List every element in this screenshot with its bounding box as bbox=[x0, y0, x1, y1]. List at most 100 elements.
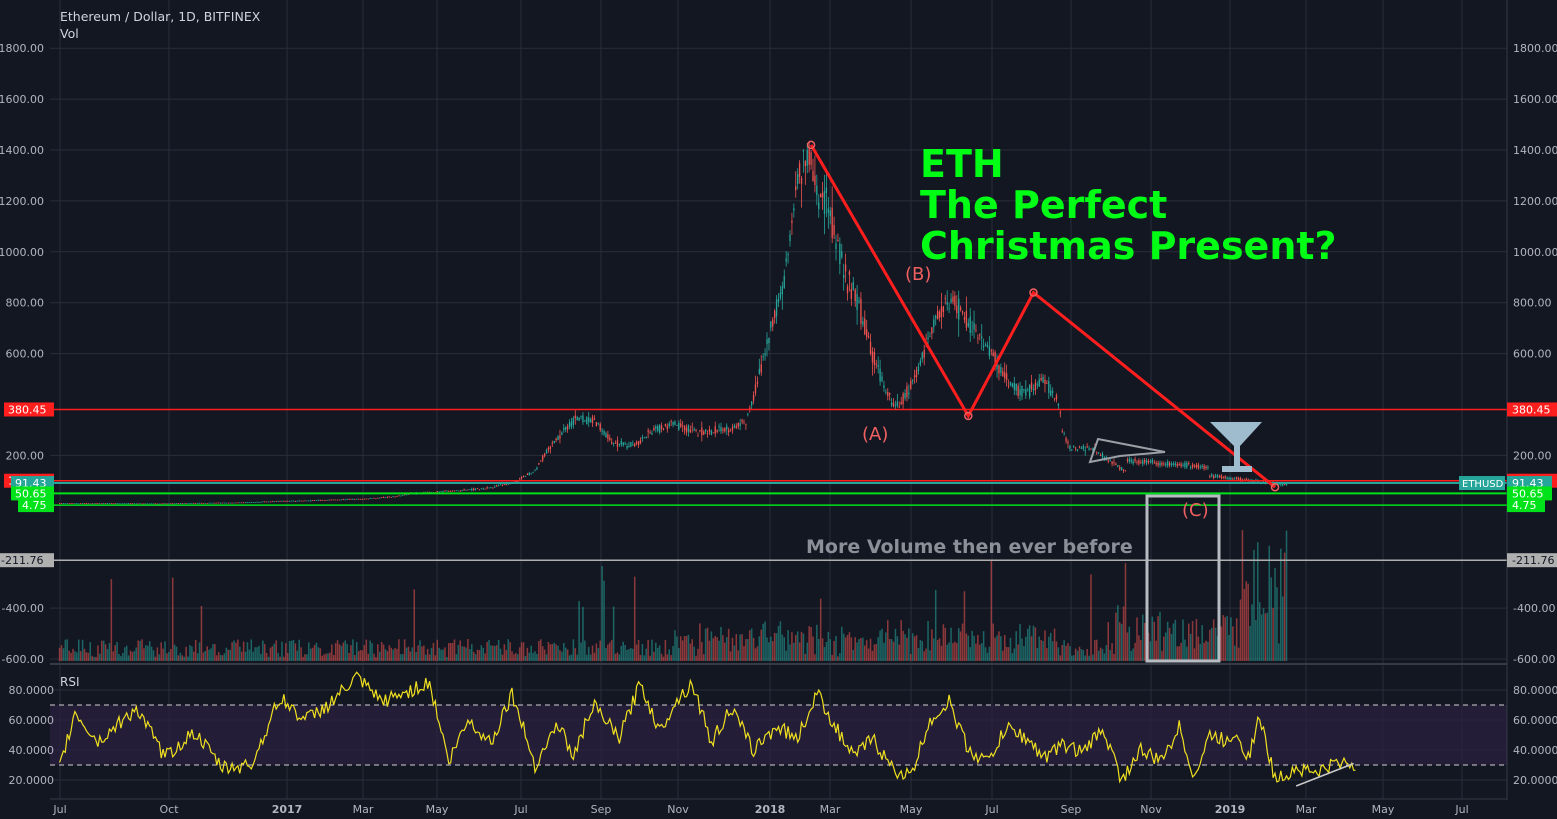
candle-body bbox=[787, 253, 789, 256]
candle-body bbox=[958, 298, 960, 320]
volume-bar bbox=[1115, 612, 1117, 661]
volume-bar bbox=[72, 648, 74, 661]
rsi-tick-left: 80.0000 bbox=[9, 684, 55, 697]
volume-bar bbox=[906, 637, 908, 661]
candle-body bbox=[1063, 433, 1065, 435]
candle-body bbox=[559, 435, 561, 439]
candle-body bbox=[689, 429, 691, 433]
candle-body bbox=[373, 497, 375, 499]
candle-body bbox=[804, 161, 807, 167]
candle-body bbox=[913, 375, 916, 378]
volume-bar bbox=[1059, 655, 1062, 661]
volume-bar bbox=[952, 643, 954, 661]
candle-body bbox=[334, 499, 337, 501]
candle-body bbox=[716, 429, 718, 432]
volume-bar bbox=[1140, 639, 1142, 661]
candle-body bbox=[377, 497, 379, 499]
y-tick-left: -400.00 bbox=[2, 602, 44, 615]
volume-bar bbox=[967, 635, 970, 661]
candle-body bbox=[173, 503, 176, 505]
candle-body bbox=[315, 500, 318, 502]
candle-body bbox=[1005, 373, 1008, 381]
volume-bar bbox=[361, 650, 364, 661]
candle-body bbox=[724, 427, 726, 432]
candle-body bbox=[348, 499, 350, 500]
candle-body bbox=[1201, 465, 1203, 468]
candle-body bbox=[60, 503, 63, 505]
candle-body bbox=[87, 503, 90, 505]
volume-bar bbox=[336, 640, 339, 661]
volume-bar bbox=[557, 645, 559, 661]
volume-bar bbox=[875, 644, 878, 661]
volume-bar bbox=[789, 644, 791, 661]
volume-bar bbox=[332, 655, 335, 661]
volume-bar bbox=[1002, 650, 1004, 661]
candle-body bbox=[816, 185, 818, 196]
volume-bar bbox=[256, 647, 258, 661]
volume-bar bbox=[526, 647, 529, 661]
volume-bar bbox=[181, 655, 184, 661]
candle-body bbox=[298, 500, 300, 502]
volume-bar bbox=[620, 646, 623, 661]
volume-bar bbox=[894, 628, 897, 661]
volume-bar bbox=[614, 653, 617, 661]
candle-body bbox=[614, 443, 617, 444]
candle-body bbox=[158, 503, 160, 505]
candle-body bbox=[902, 393, 904, 405]
volume-bar bbox=[1199, 644, 1202, 661]
candle-body bbox=[467, 489, 469, 491]
volume-bar bbox=[1051, 641, 1054, 661]
candle-body bbox=[961, 311, 964, 313]
candle-body bbox=[1015, 383, 1017, 391]
volume-bar bbox=[1124, 563, 1127, 661]
candle-body bbox=[93, 503, 95, 505]
candle-body bbox=[1036, 384, 1038, 386]
volume-bar bbox=[424, 654, 427, 661]
candle-body bbox=[356, 498, 358, 500]
candle-body bbox=[756, 381, 759, 384]
volume-bar bbox=[944, 627, 947, 661]
volume-bar bbox=[1272, 607, 1274, 661]
x-tick: 2017 bbox=[272, 803, 303, 816]
candle-body bbox=[507, 483, 509, 485]
candle-body bbox=[645, 437, 647, 438]
candle-body bbox=[451, 490, 454, 492]
candle-body bbox=[821, 192, 824, 198]
volume-bar bbox=[741, 634, 743, 661]
volume-bar bbox=[405, 647, 408, 661]
volume-bar bbox=[1120, 624, 1123, 661]
volume-bar bbox=[262, 640, 264, 661]
candle-body bbox=[720, 427, 722, 432]
candle-body bbox=[712, 432, 714, 434]
candle-body bbox=[536, 467, 538, 470]
volume-bar bbox=[885, 632, 887, 661]
candle-body bbox=[988, 346, 991, 356]
volume-bar bbox=[904, 634, 906, 661]
candle-body bbox=[967, 322, 969, 327]
candle-body bbox=[1207, 467, 1209, 469]
candle-body bbox=[354, 499, 356, 501]
volume-bar bbox=[434, 655, 437, 661]
candle-body bbox=[490, 487, 492, 488]
x-tick: 2019 bbox=[1215, 803, 1246, 816]
candle-body bbox=[1237, 477, 1240, 481]
volume-bar bbox=[482, 647, 485, 661]
volume-bar bbox=[676, 636, 678, 661]
volume-bar bbox=[609, 642, 611, 661]
candle-body bbox=[660, 425, 663, 429]
volume-bar bbox=[798, 642, 801, 661]
candle-body bbox=[112, 503, 114, 505]
candle-body bbox=[317, 499, 320, 501]
volume-bar bbox=[179, 652, 182, 661]
volume-bar bbox=[141, 639, 143, 661]
volume-bar bbox=[1126, 632, 1129, 661]
candle-body bbox=[74, 503, 76, 505]
volume-bar bbox=[817, 638, 820, 661]
x-tick: Jul bbox=[984, 803, 998, 816]
volume-bar bbox=[825, 641, 828, 661]
volume-bar bbox=[547, 641, 550, 661]
candle-body bbox=[440, 491, 442, 493]
volume-bar bbox=[110, 579, 113, 661]
candle-body bbox=[998, 365, 1000, 374]
candle-body bbox=[292, 500, 295, 502]
